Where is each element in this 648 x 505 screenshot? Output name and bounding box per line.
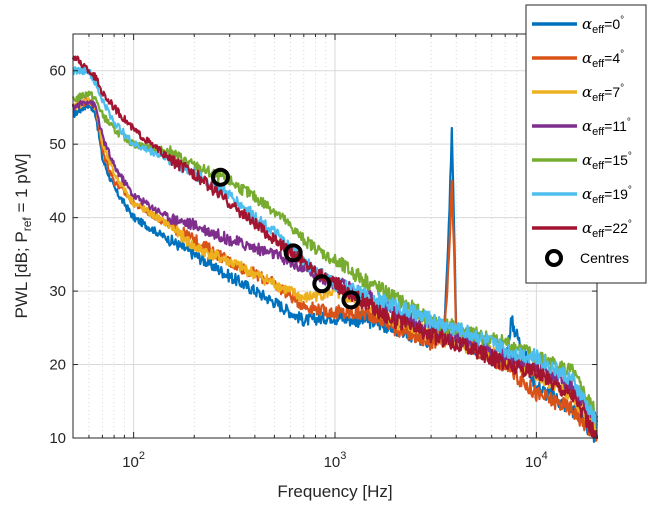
legend-label: αeff=15° — [582, 151, 632, 172]
legend-label-centres: Centres — [580, 250, 629, 266]
legend-label: αeff=11° — [582, 117, 631, 138]
legend-label: αeff=7° — [582, 83, 624, 104]
x-tick-label: 102 — [122, 450, 145, 471]
y-axis-ticks: 10 20 30 40 50 60 — [49, 63, 597, 447]
y-tick-label: 40 — [49, 210, 66, 227]
legend-label: αeff=4° — [582, 49, 624, 70]
x-tick-label: 104 — [525, 450, 548, 471]
series-lines — [71, 55, 599, 443]
centre-marker — [341, 290, 361, 310]
legend-label: αeff=0° — [582, 15, 624, 36]
y-axis-label-rest: = 1 pW] — [12, 153, 31, 217]
legend-label: αeff=22° — [582, 219, 632, 240]
series-line — [71, 55, 599, 440]
y-tick-label: 50 — [49, 136, 66, 153]
legend-centres-marker — [545, 249, 563, 267]
centre-marker — [283, 243, 303, 263]
centre-marker — [312, 274, 332, 294]
legend: αeff=0° αeff=4° αeff=7° αeff=11° αeff=15° αef… — [525, 4, 647, 284]
y-axis-label-base: PWL [dB; P — [12, 231, 31, 318]
y-axis-label-sub: ref — [20, 217, 34, 232]
svg-text:PWL [dB; Pref = 1 pW]: PWL [dB; Pref = 1 pW] — [12, 153, 34, 318]
legend-box — [525, 4, 647, 284]
y-tick-label: 10 — [49, 430, 66, 447]
x-axis-ticks: 102 103 104 — [88, 34, 548, 471]
centre-marker — [210, 167, 230, 187]
y-axis-label: PWL [dB; Pref = 1 pW] — [12, 153, 34, 318]
y-tick-label: 60 — [49, 63, 66, 80]
x-axis-label: Frequency [Hz] — [277, 482, 392, 501]
x-tick-label: 103 — [324, 450, 347, 471]
y-tick-label: 20 — [49, 357, 66, 374]
legend-label: αeff=19° — [582, 185, 632, 206]
centres-markers — [210, 167, 361, 310]
series-line — [72, 66, 598, 430]
series-line — [72, 100, 599, 443]
y-tick-label: 30 — [49, 283, 66, 300]
